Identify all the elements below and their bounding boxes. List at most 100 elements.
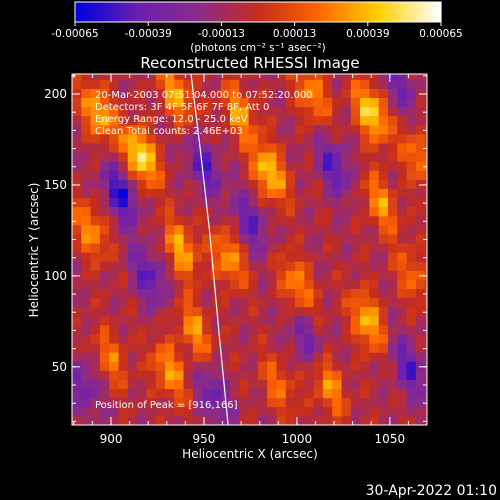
image-pixel: [99, 270, 110, 280]
colorbar-cell: [361, 2, 366, 22]
image-pixel: [369, 215, 380, 226]
image-pixel: [137, 124, 147, 135]
image-pixel: [127, 379, 138, 390]
image-pixel: [90, 324, 101, 335]
image-pixel: [90, 124, 101, 135]
image-pixel: [341, 261, 352, 271]
image-pixel: [127, 343, 138, 353]
colorbar-cell: [206, 2, 210, 22]
image-pixel: [387, 270, 398, 280]
image-pixel: [285, 243, 296, 253]
image-pixel: [322, 97, 333, 108]
image-pixel: [397, 297, 407, 308]
image-pixel: [155, 152, 166, 162]
image-pixel: [332, 370, 342, 380]
image-pixel: [313, 124, 324, 135]
image-pixel: [118, 297, 129, 308]
image-pixel: [81, 134, 91, 144]
image-pixel: [109, 179, 119, 189]
image-pixel: [211, 288, 222, 299]
image-pixel: [109, 188, 119, 199]
image-pixel: [360, 270, 370, 280]
image-pixel: [211, 379, 222, 390]
image-pixel: [295, 161, 305, 171]
colorbar-cell: [334, 2, 338, 22]
image-pixel: [322, 188, 333, 199]
image-pixel: [174, 243, 184, 253]
colorbar-cell: [187, 2, 192, 22]
image-pixel: [295, 197, 305, 208]
image-pixel: [248, 370, 259, 380]
image-pixel: [220, 324, 231, 335]
image-pixel: [192, 352, 203, 362]
image-pixel: [322, 334, 333, 344]
image-pixel: [369, 188, 380, 199]
image-pixel: [295, 370, 305, 380]
image-pixel: [137, 270, 147, 280]
image-pixel: [155, 406, 166, 417]
image-pixel: [137, 143, 147, 153]
image-pixel: [267, 161, 277, 171]
image-pixel: [183, 243, 194, 253]
image-pixel: [155, 97, 166, 108]
image-pixel: [90, 170, 101, 180]
image-pixel: [257, 224, 268, 235]
image-pixel: [239, 215, 249, 226]
image-pixel: [369, 297, 380, 308]
image-pixel: [257, 324, 268, 335]
image-pixel: [118, 97, 129, 108]
image-pixel: [276, 79, 287, 89]
image-pixel: [313, 215, 324, 226]
image-pixel: [425, 161, 427, 171]
image-pixel: [127, 179, 138, 189]
image-pixel: [304, 397, 315, 408]
image-pixel: [285, 115, 296, 126]
image-pixel: [229, 297, 240, 308]
image-pixel: [127, 324, 138, 335]
image-pixel: [360, 297, 370, 308]
image-pixel: [164, 334, 175, 344]
image-pixel: [332, 161, 342, 171]
image-pixel: [360, 261, 370, 271]
image-pixel: [183, 97, 194, 108]
image-pixel: [118, 179, 129, 189]
image-pixel: [406, 252, 417, 262]
image-pixel: [81, 343, 91, 353]
image-pixel: [369, 179, 380, 189]
image-pixel: [415, 152, 426, 162]
image-pixel: [350, 197, 361, 208]
image-pixel: [257, 79, 268, 89]
image-pixel: [202, 79, 212, 89]
image-pixel: [164, 397, 175, 408]
image-pixel: [425, 124, 427, 135]
image-pixel: [72, 170, 82, 180]
image-pixel: [192, 243, 203, 253]
image-pixel: [415, 170, 426, 180]
image-pixel: [146, 179, 157, 189]
image-pixel: [137, 188, 147, 199]
image-pixel: [99, 188, 110, 199]
image-pixel: [341, 188, 352, 199]
image-pixel: [285, 270, 296, 280]
image-pixel: [164, 188, 175, 199]
image-pixel: [174, 224, 184, 235]
image-pixel: [341, 124, 352, 135]
image-pixel: [360, 124, 370, 135]
image-pixel: [90, 397, 101, 408]
image-pixel: [322, 206, 333, 217]
image-pixel: [322, 224, 333, 235]
image-pixel: [118, 124, 129, 135]
image-pixel: [90, 361, 101, 371]
image-pixel: [99, 324, 110, 335]
image-pixel: [174, 324, 184, 335]
image-pixel: [81, 234, 91, 244]
colorbar-cell: [285, 2, 290, 22]
image-pixel: [425, 370, 427, 380]
image-pixel: [229, 179, 240, 189]
image-pixel: [313, 234, 324, 244]
image-pixel: [313, 288, 324, 299]
image-pixel: [239, 306, 249, 317]
image-pixel: [155, 361, 166, 371]
image-pixel: [109, 115, 119, 126]
image-pixel: [229, 397, 240, 408]
